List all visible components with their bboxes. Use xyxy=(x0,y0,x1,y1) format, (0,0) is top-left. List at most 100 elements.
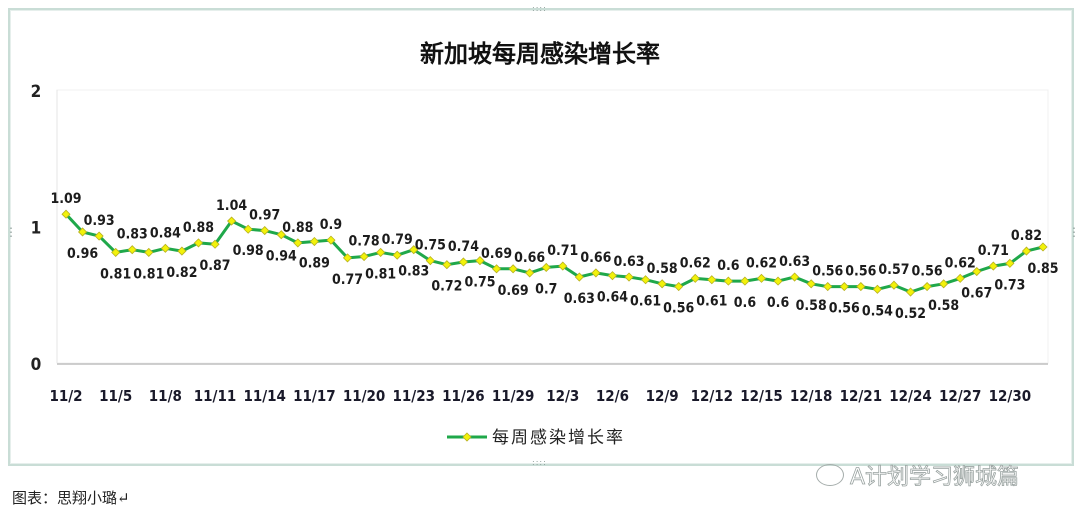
data-point-marker[interactable] xyxy=(790,272,800,282)
x-tick-label: 11/23 xyxy=(392,387,435,405)
x-tick-label: 12/9 xyxy=(646,387,679,405)
data-point-marker[interactable] xyxy=(309,236,319,247)
data-point-marker[interactable] xyxy=(955,273,965,283)
data-point-marker[interactable] xyxy=(872,284,882,294)
legend-marker-icon xyxy=(462,432,472,442)
data-point-marker[interactable] xyxy=(409,245,419,255)
data-point-marker[interactable] xyxy=(442,260,452,270)
data-point-marker[interactable] xyxy=(723,276,733,286)
data-point-marker[interactable] xyxy=(525,268,535,278)
data-point-marker[interactable] xyxy=(342,253,353,263)
x-tick-label: 11/17 xyxy=(293,387,336,405)
x-tick-label: 11/20 xyxy=(343,387,386,405)
data-label: 0.79 xyxy=(382,232,413,248)
data-point-marker[interactable] xyxy=(641,275,651,285)
resize-handle-right[interactable]: ⋮ xyxy=(1068,225,1080,239)
data-point-marker[interactable] xyxy=(392,250,402,260)
data-label: 0.94 xyxy=(266,249,297,265)
data-point-marker[interactable] xyxy=(491,264,502,274)
data-point-marker[interactable] xyxy=(425,256,435,266)
data-point-marker[interactable] xyxy=(558,261,568,271)
data-point-marker[interactable] xyxy=(276,230,286,240)
data-point-marker[interactable] xyxy=(144,247,154,258)
data-point-marker[interactable] xyxy=(458,257,468,267)
y-tick-label: 2 xyxy=(31,82,42,102)
data-point-marker[interactable] xyxy=(707,275,717,285)
series-line xyxy=(61,209,1048,297)
data-point-marker[interactable] xyxy=(806,279,816,289)
x-tick-label: 12/27 xyxy=(939,387,982,405)
data-point-marker[interactable] xyxy=(260,226,270,236)
data-point-marker[interactable] xyxy=(823,281,833,292)
data-label: 0.6 xyxy=(734,295,757,311)
data-label: 0.7 xyxy=(535,281,557,297)
data-point-marker[interactable] xyxy=(94,231,104,241)
data-point-marker[interactable] xyxy=(574,272,584,282)
data-point-marker[interactable] xyxy=(210,239,220,249)
x-tick-label: 11/26 xyxy=(442,387,485,405)
plot-background xyxy=(56,89,1049,364)
data-point-marker[interactable] xyxy=(326,235,336,245)
data-point-marker[interactable] xyxy=(77,227,88,237)
data-label: 0.64 xyxy=(597,290,628,306)
data-label: 0.98 xyxy=(233,243,264,259)
data-point-marker[interactable] xyxy=(293,238,303,248)
data-label: 0.67 xyxy=(961,286,992,302)
data-point-marker[interactable] xyxy=(988,261,998,271)
data-label: 0.66 xyxy=(580,250,611,266)
resize-handle-bottom[interactable]: :::: xyxy=(532,458,547,467)
watermark: A计划学习狮城篇 xyxy=(816,459,1019,491)
data-label: 0.56 xyxy=(663,301,694,317)
data-label: 0.56 xyxy=(845,264,876,280)
data-label: 0.96 xyxy=(67,246,98,262)
data-point-marker[interactable] xyxy=(839,281,849,292)
y-tick-label: 0 xyxy=(31,355,42,375)
resize-handle-top[interactable]: :::: xyxy=(532,4,547,13)
data-point-marker[interactable] xyxy=(177,246,187,256)
data-point-marker[interactable] xyxy=(773,276,783,286)
data-point-marker[interactable] xyxy=(972,266,982,277)
data-point-marker[interactable] xyxy=(674,281,684,292)
x-tick-label: 11/14 xyxy=(243,387,286,405)
data-label: 0.69 xyxy=(481,246,512,262)
data-point-marker[interactable] xyxy=(243,224,253,234)
data-point-marker[interactable] xyxy=(624,272,634,282)
data-point-marker[interactable] xyxy=(541,262,551,273)
x-tick-label: 11/2 xyxy=(49,387,82,405)
data-point-marker[interactable] xyxy=(657,279,667,289)
data-label: 0.82 xyxy=(166,265,197,281)
resize-handle-left[interactable]: ⋮ xyxy=(5,225,18,239)
data-point-marker[interactable] xyxy=(359,251,369,262)
legend[interactable]: 每周感染增长率 xyxy=(447,428,625,448)
data-point-marker[interactable] xyxy=(127,245,137,255)
data-point-marker[interactable] xyxy=(160,243,170,253)
data-point-marker[interactable] xyxy=(193,238,204,248)
data-point-marker[interactable] xyxy=(939,279,949,289)
data-point-marker[interactable] xyxy=(61,209,71,219)
data-point-marker[interactable] xyxy=(475,256,485,266)
data-label: 0.75 xyxy=(464,275,495,291)
data-point-marker[interactable] xyxy=(111,247,121,258)
data-point-marker[interactable] xyxy=(1038,242,1048,252)
data-label: 0.61 xyxy=(696,294,727,310)
data-labels: 1.090.960.930.810.830.810.840.820.880.87… xyxy=(50,191,1058,322)
data-point-marker[interactable] xyxy=(905,287,916,297)
data-point-marker[interactable] xyxy=(508,264,518,274)
data-point-marker[interactable] xyxy=(756,273,767,283)
data-label: 0.88 xyxy=(282,220,313,236)
data-point-marker[interactable] xyxy=(1021,246,1032,256)
data-point-marker[interactable] xyxy=(1005,258,1015,268)
data-point-marker[interactable] xyxy=(856,281,866,292)
data-point-marker[interactable] xyxy=(376,247,386,258)
data-point-marker[interactable] xyxy=(922,281,932,292)
data-label: 0.62 xyxy=(746,255,777,271)
data-label: 0.82 xyxy=(1011,228,1042,244)
data-point-marker[interactable] xyxy=(591,268,601,278)
data-point-marker[interactable] xyxy=(889,280,899,290)
data-label: 0.62 xyxy=(945,255,976,271)
data-point-marker[interactable] xyxy=(690,273,700,283)
data-point-marker[interactable] xyxy=(740,276,750,286)
data-label: 0.71 xyxy=(547,243,578,259)
data-point-marker[interactable] xyxy=(607,271,618,281)
data-point-marker[interactable] xyxy=(227,216,237,226)
